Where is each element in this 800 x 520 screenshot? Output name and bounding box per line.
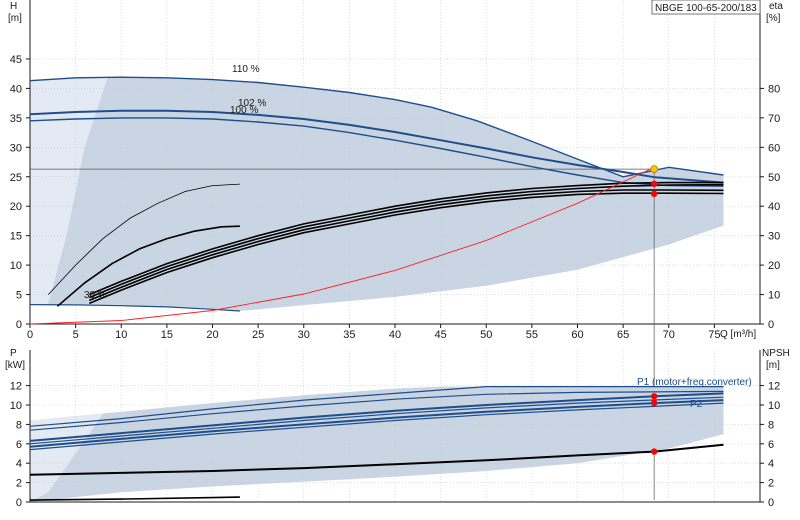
y-right-tick-label: 80: [768, 83, 780, 95]
y-right-tick-label: 70: [768, 113, 780, 125]
head-envelope-light: [30, 77, 108, 305]
x-tick-label: 5: [73, 329, 79, 341]
series-line-power-0: [29, 392, 724, 442]
x-tick-label: 65: [617, 329, 629, 341]
x-tick-label: 35: [343, 329, 355, 341]
x-axis-title: Q [m³/h]: [720, 329, 756, 340]
y-left-tick-label: 0: [16, 497, 22, 509]
operating-point-marker: [650, 399, 658, 407]
y-right-tick-label: 12: [768, 381, 780, 393]
x-tick-label: 50: [480, 329, 492, 341]
series-line-power-5: [29, 402, 724, 451]
y-right-tick-label: 8: [768, 419, 774, 431]
x-tick-label: 55: [526, 329, 538, 341]
y-left-tick-label: 6: [16, 439, 22, 451]
top-right-axis-title: eta: [769, 1, 783, 12]
operating-point-marker: [650, 393, 658, 400]
y-right-tick-label: 4: [768, 458, 774, 470]
bottom-left-axis-title: P: [10, 348, 17, 359]
x-tick-label: 45: [435, 329, 447, 341]
x-tick-label: 30: [298, 329, 310, 341]
y-left-tick-label: 5: [16, 290, 22, 302]
y-right-tick-label: 10: [768, 290, 780, 302]
y-left-tick-label: 4: [16, 458, 22, 470]
series-line-system-10: [29, 166, 655, 325]
model-title-box: [651, 0, 761, 15]
y-left-tick-label: 45: [10, 54, 22, 66]
curve-label-102: 102 %: [238, 98, 266, 109]
y-left-tick-label: 20: [10, 201, 22, 213]
x-tick-label: 0: [27, 329, 33, 341]
y-right-tick-label: 0: [768, 497, 774, 509]
y-left-tick-label: 30: [10, 142, 22, 154]
series-line-efficiency-7: [88, 183, 724, 299]
y-left-tick-label: 10: [10, 400, 22, 412]
curve-label-100: 100 %: [230, 105, 258, 116]
x-tick-label: 10: [115, 329, 127, 341]
series-line-efficiency-6: [88, 181, 724, 296]
operating-point-marker: [650, 448, 658, 455]
series-line-efficiency-8: [88, 189, 724, 302]
y-right-tick-label: 30: [768, 231, 780, 243]
series-line-power-4: [29, 396, 724, 445]
y-right-tick-label: 10: [768, 400, 780, 412]
series-line-npsh-7: [29, 496, 240, 501]
power-npsh-chart: 0 0 2 2 4 4 6 6 8 8 10 10 12 12: [10, 350, 780, 509]
operating-point-marker: [650, 180, 658, 188]
top-left-axis-unit: [m]: [8, 13, 22, 24]
x-tick-label: 60: [571, 329, 583, 341]
series-line-efficiency-9: [88, 192, 724, 305]
y-left-tick-label: 10: [10, 260, 22, 272]
x-tick-label: 70: [663, 329, 675, 341]
y-left-tick-label: 8: [16, 419, 22, 431]
y-right-tick-label: 50: [768, 172, 780, 184]
x-tick-label: 15: [161, 329, 173, 341]
series-line-head-2: [29, 117, 724, 187]
curve-label-p1: P1 (motor+freq.converter): [637, 377, 752, 388]
head-efficiency-chart: 0 5 10 15 20 25 30 35 40 45 50 55 60 65 70 750510152025…: [10, 0, 780, 500]
y-left-tick-label: 40: [10, 83, 22, 95]
y-right-tick-label: 60: [768, 142, 780, 154]
y-left-tick-label: 35: [10, 113, 22, 125]
x-tick-label: 75: [708, 329, 720, 341]
bottom-left-axis-unit: [kW]: [5, 360, 25, 371]
duty-point-marker: [650, 165, 659, 173]
curve-label-110: 110 %: [232, 64, 260, 75]
bottom-right-axis-title: NPSH: [762, 348, 790, 359]
top-right-axis-unit: [%]: [766, 13, 781, 24]
y-right-tick-label: 6: [768, 439, 774, 451]
x-tick-label: 40: [389, 329, 401, 341]
model-title: NBGE 100-65-200/183: [655, 3, 757, 14]
bottom-right-axis-unit: [m]: [766, 360, 780, 371]
y-left-tick-label: 12: [10, 381, 22, 393]
y-left-tick-label: 2: [16, 478, 22, 490]
y-right-tick-label: 2: [768, 478, 774, 490]
x-tick-label: 20: [206, 329, 218, 341]
operating-point-marker: [650, 190, 658, 198]
y-right-tick-label: 20: [768, 260, 780, 272]
series-line-head-1: [29, 109, 724, 184]
curve-label-p2: P2: [690, 399, 703, 410]
curve-label-30: 30 %: [84, 290, 107, 301]
series-line-power-1: [29, 399, 724, 448]
y-right-tick-label: 0: [768, 319, 774, 331]
x-tick-label: 25: [252, 329, 264, 341]
series-line-power-2: [29, 386, 724, 427]
y-left-tick-label: 0: [16, 319, 22, 331]
y-left-tick-label: 25: [10, 172, 22, 184]
y-right-tick-label: 40: [768, 201, 780, 213]
top-left-axis-title: H: [10, 1, 17, 12]
series-line-efficiency-4: [48, 183, 240, 295]
series-line-efficiency-5: [56, 225, 240, 307]
y-left-tick-label: 15: [10, 231, 22, 243]
power-envelope: [30, 386, 724, 502]
series-line-npsh-6: [29, 443, 724, 476]
series-line-power-3: [29, 390, 724, 431]
